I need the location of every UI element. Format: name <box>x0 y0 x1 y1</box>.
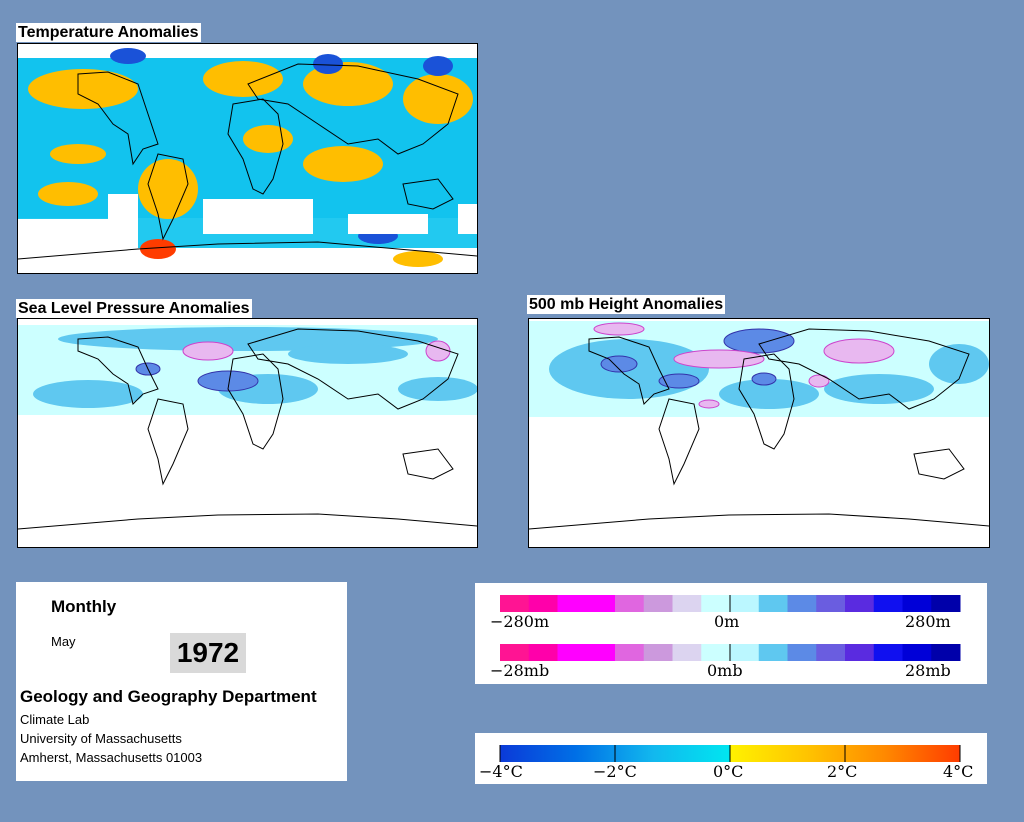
height-legend-swatch <box>787 595 817 612</box>
slp-legend-swatch <box>845 644 875 661</box>
year-label: 1972 <box>170 633 246 673</box>
frequency-label: Monthly <box>51 597 117 616</box>
height-legend-swatch <box>615 595 645 612</box>
height-legend-swatch <box>643 595 673 612</box>
slp-legend-swatch <box>701 644 731 661</box>
slp-legend-swatch <box>758 644 788 661</box>
lab-name: Climate Lab <box>20 712 90 727</box>
slp-title: Sea Level Pressure Anomalies <box>16 299 252 318</box>
height-legend-swatch <box>931 595 961 612</box>
slp-legend-swatch <box>902 644 932 661</box>
height-anomaly-map <box>528 318 990 548</box>
height-legend-min: −280m <box>490 612 550 631</box>
slp-legend-swatch <box>873 644 903 661</box>
slp-legend-swatch <box>586 644 616 661</box>
slp-legend-swatch <box>643 644 673 661</box>
height-legend-swatch <box>758 595 788 612</box>
height-legend-mid: 0m <box>714 612 740 631</box>
temp-legend-2: 2°C <box>827 762 858 781</box>
temperature-legend: −4°C −2°C 0°C 2°C 4°C <box>475 733 987 784</box>
slp-legend-swatch <box>615 644 645 661</box>
height-legend-swatch <box>730 595 760 612</box>
height-legend-swatch <box>586 595 616 612</box>
height-legend-swatch <box>557 595 587 612</box>
temperature-title: Temperature Anomalies <box>16 23 201 42</box>
university-name: University of Massachusetts <box>20 731 182 746</box>
height-legend-swatch <box>902 595 932 612</box>
height-legend-swatch <box>701 595 731 612</box>
slp-anomaly-map <box>17 318 478 548</box>
slp-legend-swatch <box>672 644 702 661</box>
pressure-height-colorbars <box>500 595 961 661</box>
month-label: May <box>51 634 76 649</box>
height-legend-swatch <box>672 595 702 612</box>
temperature-colorbar <box>499 745 961 762</box>
slp-legend-swatch <box>787 644 817 661</box>
height-legend-max: 280m <box>905 612 951 631</box>
slp-legend-swatch <box>931 644 961 661</box>
height-legend-swatch <box>845 595 875 612</box>
height-legend-swatch <box>873 595 903 612</box>
slp-legend-mid: 0mb <box>707 661 743 680</box>
height-title: 500 mb Height Anomalies <box>527 295 726 314</box>
pressure-height-legend: −280m 0m 280m −28mb 0mb 28mb <box>475 583 987 684</box>
slp-legend-min: −28mb <box>490 661 550 680</box>
slp-legend-swatch <box>557 644 587 661</box>
temp-legend-minus4: −4°C <box>479 762 523 781</box>
height-legend-swatch <box>528 595 558 612</box>
temperature-anomaly-map <box>17 43 478 274</box>
temp-legend-0: 0°C <box>713 762 744 781</box>
temp-legend-4: 4°C <box>943 762 974 781</box>
department-name: Geology and Geography Department <box>20 687 317 706</box>
slp-legend-swatch <box>528 644 558 661</box>
slp-legend-swatch <box>730 644 760 661</box>
height-legend-swatch <box>500 595 530 612</box>
address-line: Amherst, Massachusetts 01003 <box>20 750 203 765</box>
temp-legend-minus2: −2°C <box>593 762 637 781</box>
info-box: Monthly May 1972 Geology and Geography D… <box>16 582 347 781</box>
slp-legend-swatch <box>816 644 846 661</box>
height-legend-swatch <box>816 595 846 612</box>
slp-legend-swatch <box>500 644 530 661</box>
slp-legend-max: 28mb <box>905 661 951 680</box>
